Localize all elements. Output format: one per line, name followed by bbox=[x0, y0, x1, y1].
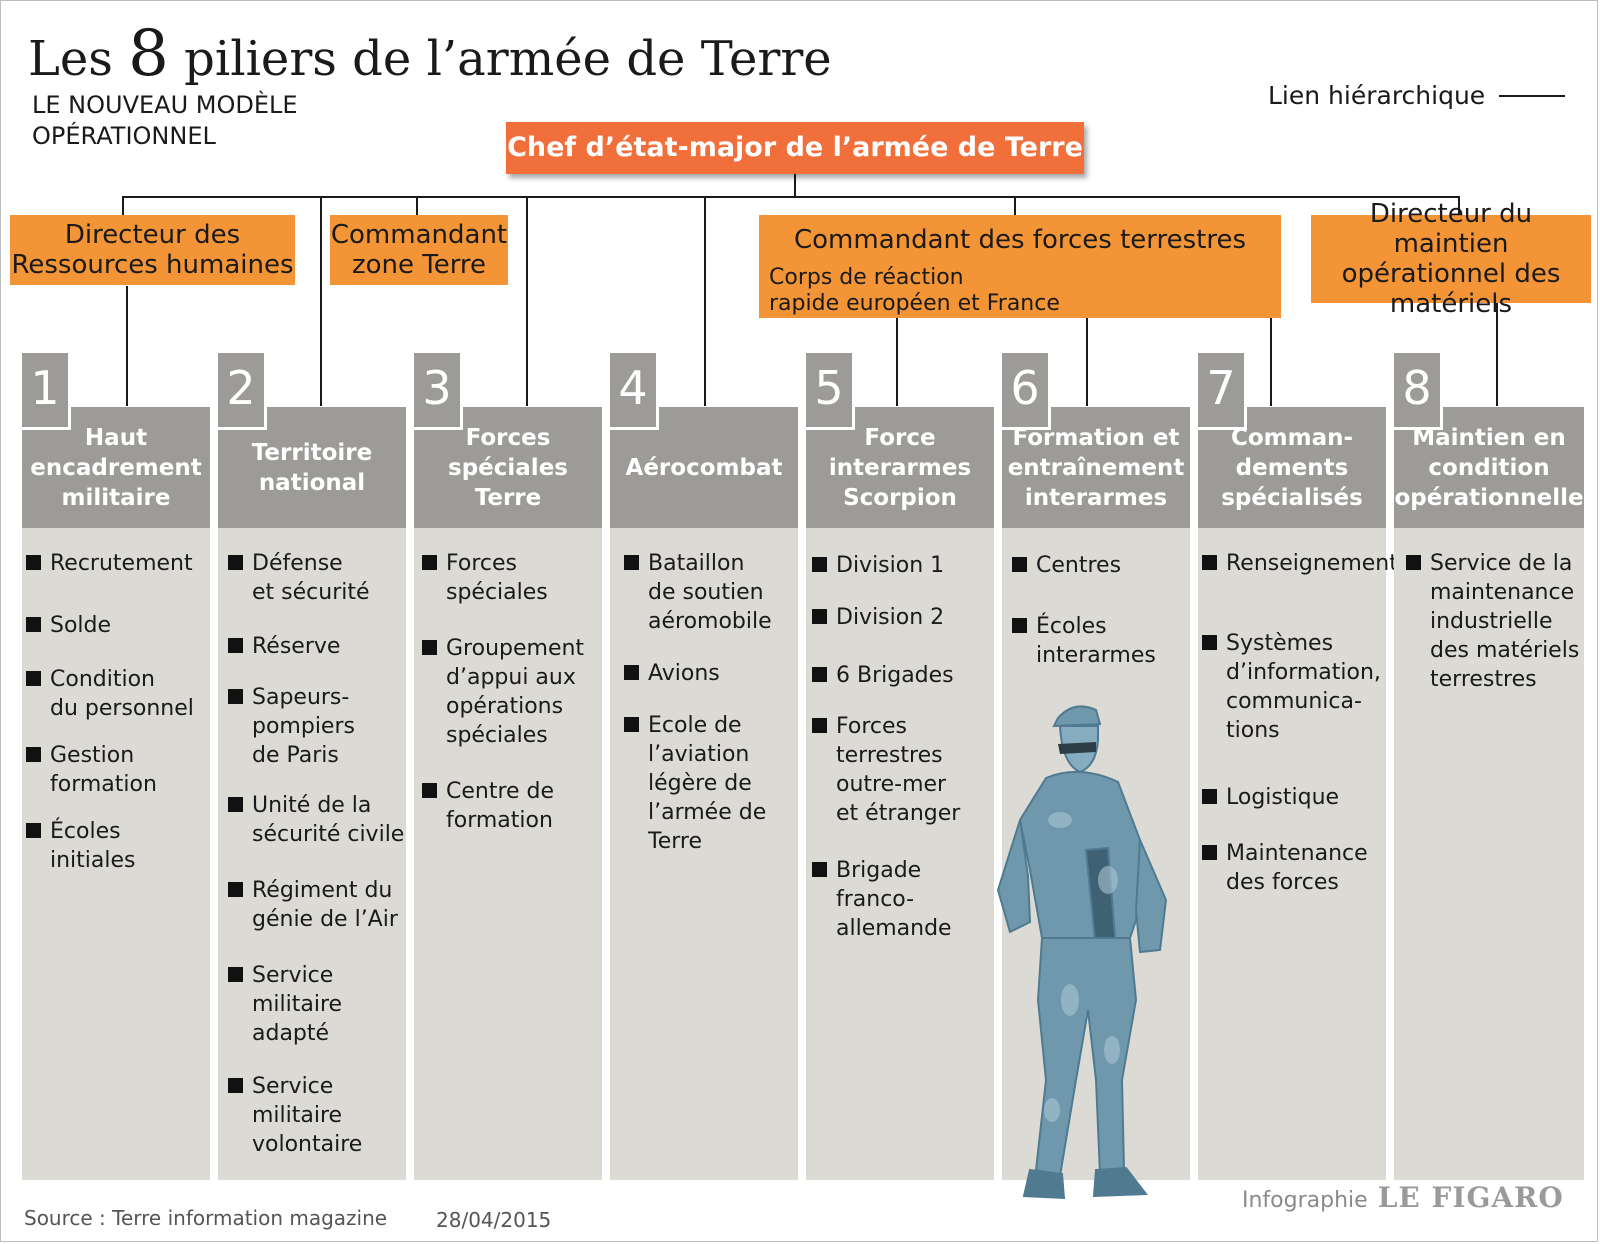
list-item: Régiment du génie de l’Air bbox=[224, 876, 416, 934]
list-item: Avions bbox=[620, 659, 806, 688]
land-forces-commander-sublabel: Corps de réaction rapide européen et Fra… bbox=[769, 265, 1060, 316]
pillar-2-list: Défense et sécurité Réserve Sapeurs- pom… bbox=[224, 549, 416, 1159]
connector bbox=[1014, 196, 1016, 216]
pillar-2-number: 2 bbox=[218, 353, 267, 430]
connector bbox=[122, 196, 1458, 198]
connector bbox=[320, 196, 322, 406]
pillar-4-number: 4 bbox=[610, 353, 659, 430]
connector bbox=[526, 196, 528, 406]
chief-of-staff-box: Chef d’état-major de l’armée de Terre bbox=[506, 122, 1084, 174]
list-item: Recrutement bbox=[22, 549, 212, 578]
le-figaro-logo: LE FIGARO bbox=[1377, 1181, 1564, 1214]
list-item: Réserve bbox=[224, 632, 416, 661]
connector bbox=[1496, 302, 1498, 406]
connector bbox=[704, 196, 706, 406]
connector bbox=[416, 196, 418, 216]
list-item: 6 Brigades bbox=[808, 661, 998, 690]
pillar-3-number: 3 bbox=[414, 353, 463, 430]
pillar-5-number: 5 bbox=[806, 353, 855, 430]
pillar-5-column bbox=[806, 528, 994, 1180]
list-item: Systèmes d’information, communica- tions bbox=[1198, 629, 1394, 745]
connector bbox=[794, 174, 796, 196]
zone-commander-label: Commandant zone Terre bbox=[330, 220, 508, 280]
list-item: Gestion formation bbox=[22, 741, 212, 799]
list-item: Logistique bbox=[1198, 783, 1394, 812]
list-item: Service de la maintenance industrielle d… bbox=[1402, 549, 1592, 694]
list-item: Centre de formation bbox=[418, 777, 608, 835]
list-item: Unité de la sécurité civile bbox=[224, 791, 416, 849]
list-item: Ecole de l’aviation légère de l’armée de… bbox=[620, 711, 806, 856]
list-item: Centres bbox=[1008, 551, 1198, 580]
hr-director-label: Directeur des Ressources humaines bbox=[11, 220, 294, 280]
pillar-8-column bbox=[1394, 528, 1584, 1180]
list-item: Brigade franco- allemande bbox=[808, 856, 998, 943]
list-item: Service militaire adapté bbox=[224, 961, 416, 1048]
pillar-3-column bbox=[414, 528, 602, 1180]
pillar-4-column bbox=[610, 528, 798, 1180]
legend-line bbox=[1499, 95, 1566, 97]
pillar-2-column bbox=[218, 528, 406, 1180]
list-item: Renseignement bbox=[1198, 549, 1398, 578]
pillar-5-list: Division 1 Division 2 6 Brigades Forces … bbox=[808, 551, 998, 943]
pillar-1-column bbox=[22, 528, 210, 1180]
pillar-3-list: Forces spéciales Groupement d’appui aux … bbox=[418, 549, 608, 835]
connector bbox=[1270, 318, 1272, 406]
credit: Infographie LE FIGARO bbox=[1242, 1181, 1564, 1214]
land-forces-commander-label: Commandant des forces terrestres bbox=[793, 225, 1247, 255]
list-item: Sapeurs- pompiers de Paris bbox=[224, 683, 416, 770]
list-item: Division 2 bbox=[808, 603, 998, 632]
list-item: Solde bbox=[22, 611, 212, 640]
connector bbox=[896, 318, 898, 406]
page-title: Les 8 piliers de l’armée de Terre bbox=[28, 17, 832, 91]
list-item: Division 1 bbox=[808, 551, 998, 580]
connector bbox=[122, 196, 124, 216]
credit-label: Infographie bbox=[1242, 1188, 1368, 1213]
list-item: Maintenance des forces bbox=[1198, 839, 1394, 897]
list-item: Groupement d’appui aux opérations spécia… bbox=[418, 634, 608, 750]
list-item: Défense et sécurité bbox=[224, 549, 416, 607]
soldier-illustration bbox=[996, 705, 1168, 1200]
page-subtitle: LE NOUVEAU MODÈLE OPÉRATIONNEL bbox=[32, 91, 298, 150]
list-item: Écoles initiales bbox=[22, 817, 212, 875]
list-item: Condition du personnel bbox=[22, 665, 212, 723]
hr-director-box: Directeur des Ressources humaines bbox=[10, 215, 295, 285]
pillar-8-number: 8 bbox=[1394, 353, 1443, 430]
list-item: Forces spéciales bbox=[418, 549, 608, 607]
pillar-7-list: Renseignement Systèmes d’information, co… bbox=[1198, 549, 1398, 897]
materiel-director-label: Directeur du maintien opérationnel des m… bbox=[1341, 199, 1561, 319]
connector bbox=[126, 286, 128, 406]
land-forces-commander-box: Commandant des forces terrestres Corps d… bbox=[759, 215, 1281, 318]
source-note: Source : Terre information magazine bbox=[24, 1206, 388, 1230]
pillar-8-list: Service de la maintenance industrielle d… bbox=[1402, 549, 1592, 694]
publication-date: 28/04/2015 bbox=[436, 1208, 552, 1232]
pillar-6-number: 6 bbox=[1002, 353, 1051, 430]
pillar-4-list: Bataillon de soutien aéromobile Avions E… bbox=[620, 549, 806, 856]
pillar-7-column bbox=[1198, 528, 1386, 1180]
list-item: Forces terrestres outre-mer et étranger bbox=[808, 712, 998, 828]
pillar-7-number: 7 bbox=[1198, 353, 1247, 430]
connector bbox=[1086, 318, 1088, 406]
list-item: Écoles interarmes bbox=[1008, 612, 1198, 670]
legend-label: Lien hiérarchique bbox=[1268, 81, 1486, 110]
connector bbox=[1458, 196, 1460, 216]
materiel-director-box: Directeur du maintien opérationnel des m… bbox=[1311, 199, 1591, 319]
legend: Lien hiérarchique bbox=[1268, 81, 1566, 111]
zone-commander-box: Commandant zone Terre bbox=[330, 215, 508, 285]
list-item: Service militaire volontaire bbox=[224, 1072, 416, 1159]
pillar-1-number: 1 bbox=[22, 353, 71, 430]
pillar-6-list: Centres Écoles interarmes bbox=[1008, 551, 1198, 670]
pillar-1-list: Recrutement Solde Condition du personnel… bbox=[22, 549, 212, 875]
list-item: Bataillon de soutien aéromobile bbox=[620, 549, 806, 636]
